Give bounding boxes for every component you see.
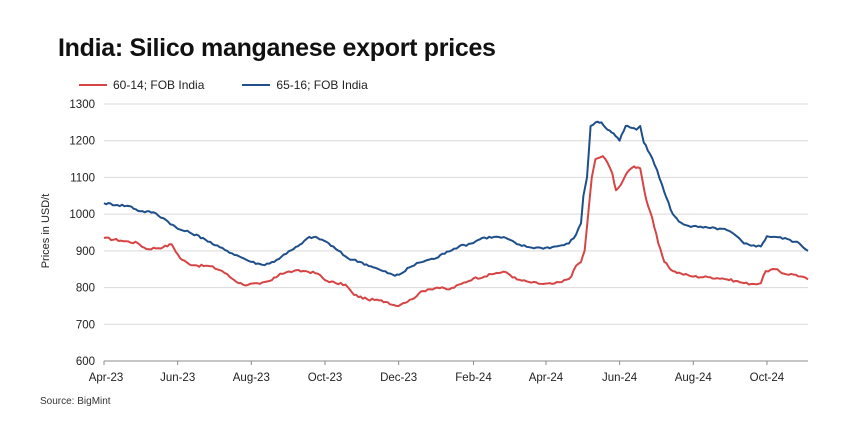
gridlines	[104, 103, 808, 362]
x-tick-label-9: Oct-24	[750, 372, 785, 384]
legend-swatch-65-16	[242, 84, 271, 86]
x-tick-label-4: Dec-23	[380, 372, 417, 384]
x-tick-label-6: Apr-24	[529, 372, 564, 384]
x-tick-label-2: Aug-23	[233, 372, 270, 384]
chart-legend: 60-14; FOB India 65-16; FOB India	[79, 78, 368, 92]
y-axis-label: Prices in USD/t	[40, 194, 52, 269]
series-line-60-14	[103, 155, 809, 307]
y-tick-label-1100: 1100	[70, 172, 95, 184]
x-tick-label-5: Feb-24	[455, 372, 492, 384]
y-tick-label-800: 800	[76, 283, 95, 295]
legend-label-65-16: 65-16; FOB India	[276, 78, 368, 92]
x-tick-label-3: Oct-23	[308, 372, 343, 384]
legend-item-65-16: 65-16; FOB India	[242, 78, 368, 92]
y-tick-label-600: 600	[76, 356, 95, 368]
y-tick-label-700: 700	[76, 319, 95, 331]
legend-label-60-14: 60-14; FOB India	[113, 78, 205, 92]
legend-swatch-60-14	[79, 84, 107, 86]
y-tick-label-1300: 1300	[69, 99, 95, 111]
legend-item-60-14: 60-14; FOB India	[79, 78, 204, 92]
x-tick-label-0: Apr-23	[89, 372, 124, 384]
series-line-65-16	[103, 120, 809, 277]
y-tick-label-1200: 1200	[69, 136, 95, 148]
chart-title: India: Silico manganese export prices	[58, 34, 496, 62]
x-tick-label-8: Aug-24	[675, 372, 713, 384]
source-note: Source: BigMint	[40, 396, 111, 407]
x-tick-label-7: Jun-24	[602, 372, 638, 384]
series-lines	[103, 120, 809, 307]
y-tick-label-1000: 1000	[69, 209, 95, 221]
y-tick-label-900: 900	[76, 246, 95, 258]
x-tick-label-1: Jun-23	[160, 372, 195, 384]
axis-ticks: 600 700 800 900 1000 1100 1200 1300 Apr-23 Jun-23…	[69, 99, 784, 384]
